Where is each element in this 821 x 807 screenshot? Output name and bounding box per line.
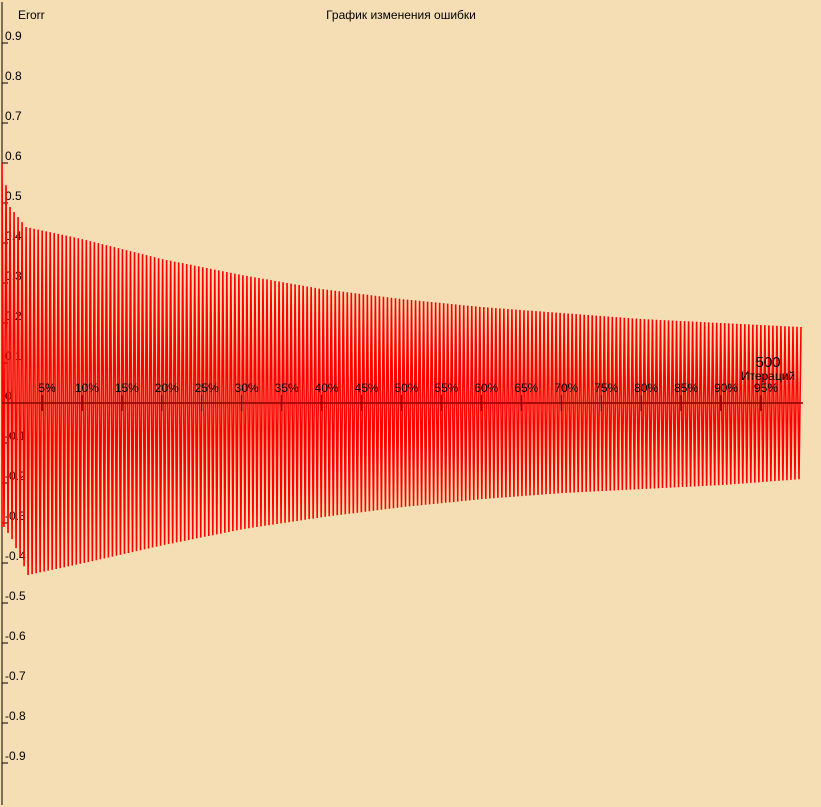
y-tick-label: 0.9 [5, 29, 22, 43]
x-tick-label: 95% [754, 381, 778, 395]
x-tick-label: 70% [554, 381, 578, 395]
x-axis-label: Итераций [741, 369, 795, 383]
chart-title: График изменения ошибки [326, 8, 476, 22]
x-tick-label: 35% [275, 381, 299, 395]
error-series-line [1, 162, 802, 575]
x-tick-label: 65% [514, 381, 538, 395]
x-tick-label: 80% [634, 381, 658, 395]
x-tick-label: 15% [115, 381, 139, 395]
y-tick-label: -0.4 [5, 549, 26, 563]
x-tick-label: 60% [474, 381, 498, 395]
y-tick-label: -0.5 [5, 589, 26, 603]
x-tick-label: 30% [235, 381, 259, 395]
x-tick-label: 25% [195, 381, 219, 395]
y-tick-label: -0.8 [5, 709, 26, 723]
x-axis-ticks: 5% 10% 15% 20% 25% 30% 35% 40% 45% 50% 55% 60% 65% 70… [38, 381, 778, 411]
x-tick-label: 90% [714, 381, 738, 395]
x-tick-label: 10% [75, 381, 99, 395]
y-tick-label: 0.5 [5, 189, 22, 203]
y-tick-label: -0.9 [5, 749, 26, 763]
x-tick-label: 50% [394, 381, 418, 395]
x-tick-label: 20% [155, 381, 179, 395]
y-tick-label: 0.8 [5, 69, 22, 83]
error-series [1, 162, 802, 575]
x-tick-label: 75% [594, 381, 618, 395]
x-tick-label: 40% [315, 381, 339, 395]
y-tick-label: 0.6 [5, 149, 22, 163]
x-tick-label: 85% [674, 381, 698, 395]
y-tick-label: -0.7 [5, 669, 26, 683]
iterations-count: 500 [755, 354, 780, 371]
y-tick-label: 0.7 [5, 109, 22, 123]
x-tick-label: 5% [38, 381, 56, 395]
x-tick-label: 45% [355, 381, 379, 395]
y-tick-label: -0.6 [5, 629, 26, 643]
y-axis-label: Erorr [18, 8, 45, 22]
x-tick-label: 55% [434, 381, 458, 395]
